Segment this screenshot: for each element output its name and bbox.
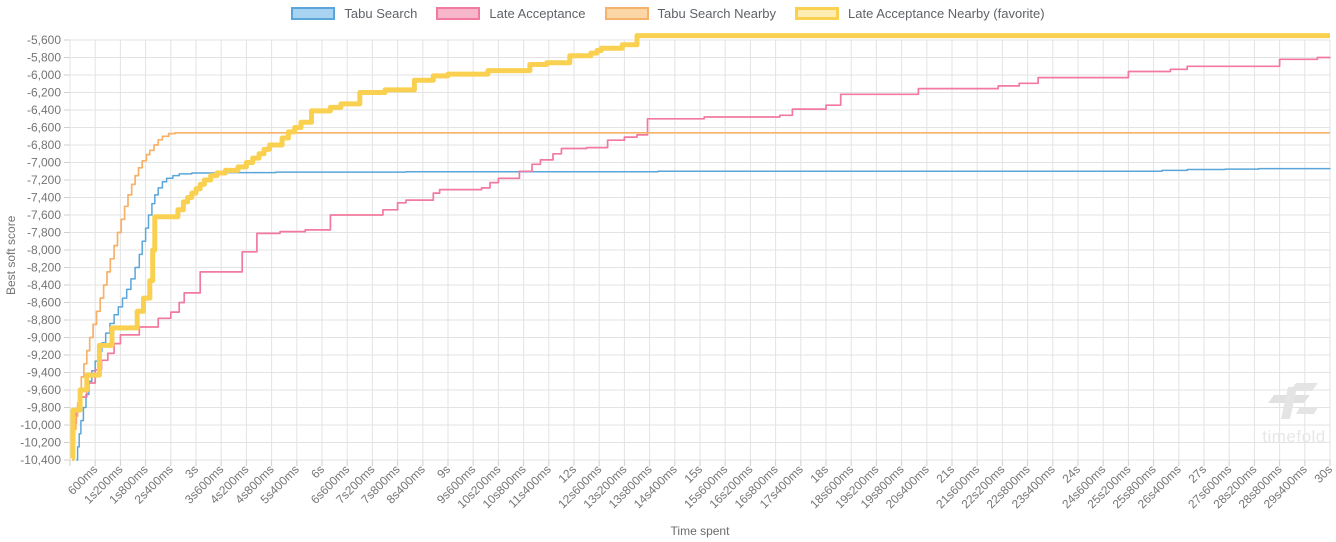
svg-text:-10,200: -10,200 <box>20 436 61 450</box>
legend-item-tabu-search-nearby[interactable]: Tabu Search Nearby <box>604 6 777 21</box>
legend-item-tabu-search[interactable]: Tabu Search <box>291 7 417 20</box>
svg-text:-8,800: -8,800 <box>27 313 61 327</box>
svg-text:30s: 30s <box>1312 462 1336 486</box>
svg-text:-9,400: -9,400 <box>27 366 61 380</box>
legend-swatch-1 <box>436 7 481 20</box>
svg-text:3s: 3s <box>182 462 201 481</box>
svg-text:-8,400: -8,400 <box>27 278 61 292</box>
legend-label: Late Acceptance Nearby (favorite) <box>848 6 1045 21</box>
svg-text:-8,600: -8,600 <box>27 296 61 310</box>
svg-text:-6,000: -6,000 <box>27 68 61 82</box>
x-axis-title: Time spent <box>670 524 730 538</box>
svg-text:-7,800: -7,800 <box>27 226 61 240</box>
svg-text:-7,200: -7,200 <box>27 173 61 187</box>
svg-text:-10,400: -10,400 <box>20 453 61 467</box>
legend-label: Late Acceptance <box>489 6 586 21</box>
svg-text:-6,600: -6,600 <box>27 121 61 135</box>
legend-swatch-2 <box>604 7 649 20</box>
legend-swatch-0 <box>291 7 336 20</box>
svg-text:-9,600: -9,600 <box>27 383 61 397</box>
svg-text:-10,000: -10,000 <box>20 418 61 432</box>
svg-text:9s: 9s <box>434 462 453 481</box>
svg-text:-7,000: -7,000 <box>27 156 61 170</box>
legend-label: Tabu Search Nearby <box>657 6 777 21</box>
svg-text:-7,600: -7,600 <box>27 208 61 222</box>
legend-swatch-3 <box>795 7 840 20</box>
svg-text:-8,000: -8,000 <box>27 243 61 257</box>
svg-text:-9,200: -9,200 <box>27 348 61 362</box>
chart-legend: Tabu Search Late Acceptance Tabu Search … <box>0 7 1336 20</box>
svg-text:-8,200: -8,200 <box>27 261 61 275</box>
svg-text:6s: 6s <box>308 462 327 481</box>
legend-item-late-acceptance[interactable]: Late Acceptance <box>436 6 586 21</box>
svg-text:-7,400: -7,400 <box>27 191 61 205</box>
svg-text:-6,200: -6,200 <box>27 86 61 100</box>
svg-text:-9,800: -9,800 <box>27 401 61 415</box>
svg-text:-5,600: -5,600 <box>27 33 61 47</box>
svg-text:-6,400: -6,400 <box>27 103 61 117</box>
svg-text:-5,800: -5,800 <box>27 51 61 65</box>
svg-text:-6,800: -6,800 <box>27 138 61 152</box>
legend-item-late-acceptance-nearby[interactable]: Late Acceptance Nearby (favorite) <box>795 7 1045 20</box>
legend-label: Tabu Search <box>344 6 418 21</box>
svg-text:-9,000: -9,000 <box>27 331 61 345</box>
